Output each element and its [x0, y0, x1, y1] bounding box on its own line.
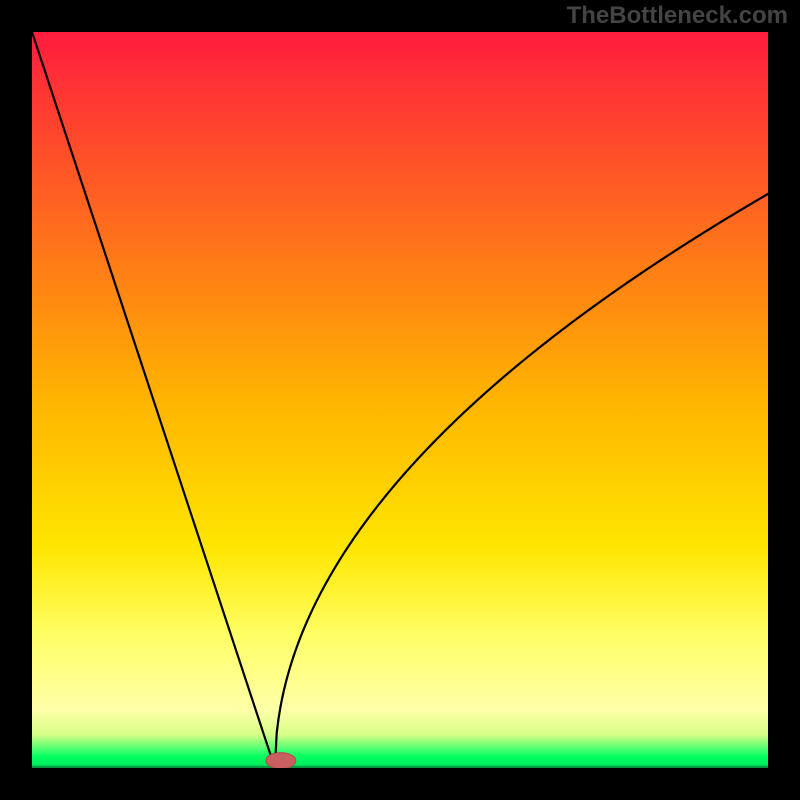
stage: TheBottleneck.com: [0, 0, 800, 800]
optimal-point-marker: [266, 753, 296, 768]
watermark-text: TheBottleneck.com: [567, 2, 788, 30]
bottleneck-chart: [32, 32, 768, 768]
chart-background: [32, 32, 768, 768]
chart-baseline-band: [32, 766, 768, 768]
